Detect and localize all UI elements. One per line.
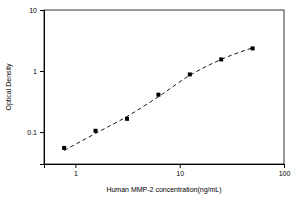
tick-label: 100 [279,170,291,177]
tick: 10 [176,164,184,177]
y-axis: 0.1 1 10 [27,7,44,165]
fit-line [64,48,252,151]
tick: 100 [279,164,291,177]
tick-label: 0.1 [27,129,37,136]
plot-frame [44,10,284,164]
tick-label: 1 [33,68,37,75]
tick-mark [40,10,44,11]
plot: 1 10 100 0.1 1 10 [27,7,290,177]
tick-mark [40,71,44,72]
tick-label: 10 [176,170,184,177]
point [156,93,160,97]
x-axis: 1 10 100 [45,164,291,177]
y-axis-title: Optical Density [5,63,13,111]
tick-mark [284,164,285,168]
x-axis-title: Human MMP-2 concentration(ng/mL) [106,186,221,194]
tick-label: 1 [74,170,78,177]
tick: 10 [29,7,44,14]
point [219,57,223,61]
tick: 1 [74,164,78,177]
tick: 0.1 [27,129,44,136]
tick-mark [180,164,181,168]
point [125,117,129,121]
tick: 1 [33,68,44,75]
axis-line [45,165,285,169]
tick-label: 10 [29,7,37,14]
tick-mark [40,132,44,133]
data-area [62,46,254,150]
axis-line [40,11,45,165]
tick-mark [75,164,76,168]
